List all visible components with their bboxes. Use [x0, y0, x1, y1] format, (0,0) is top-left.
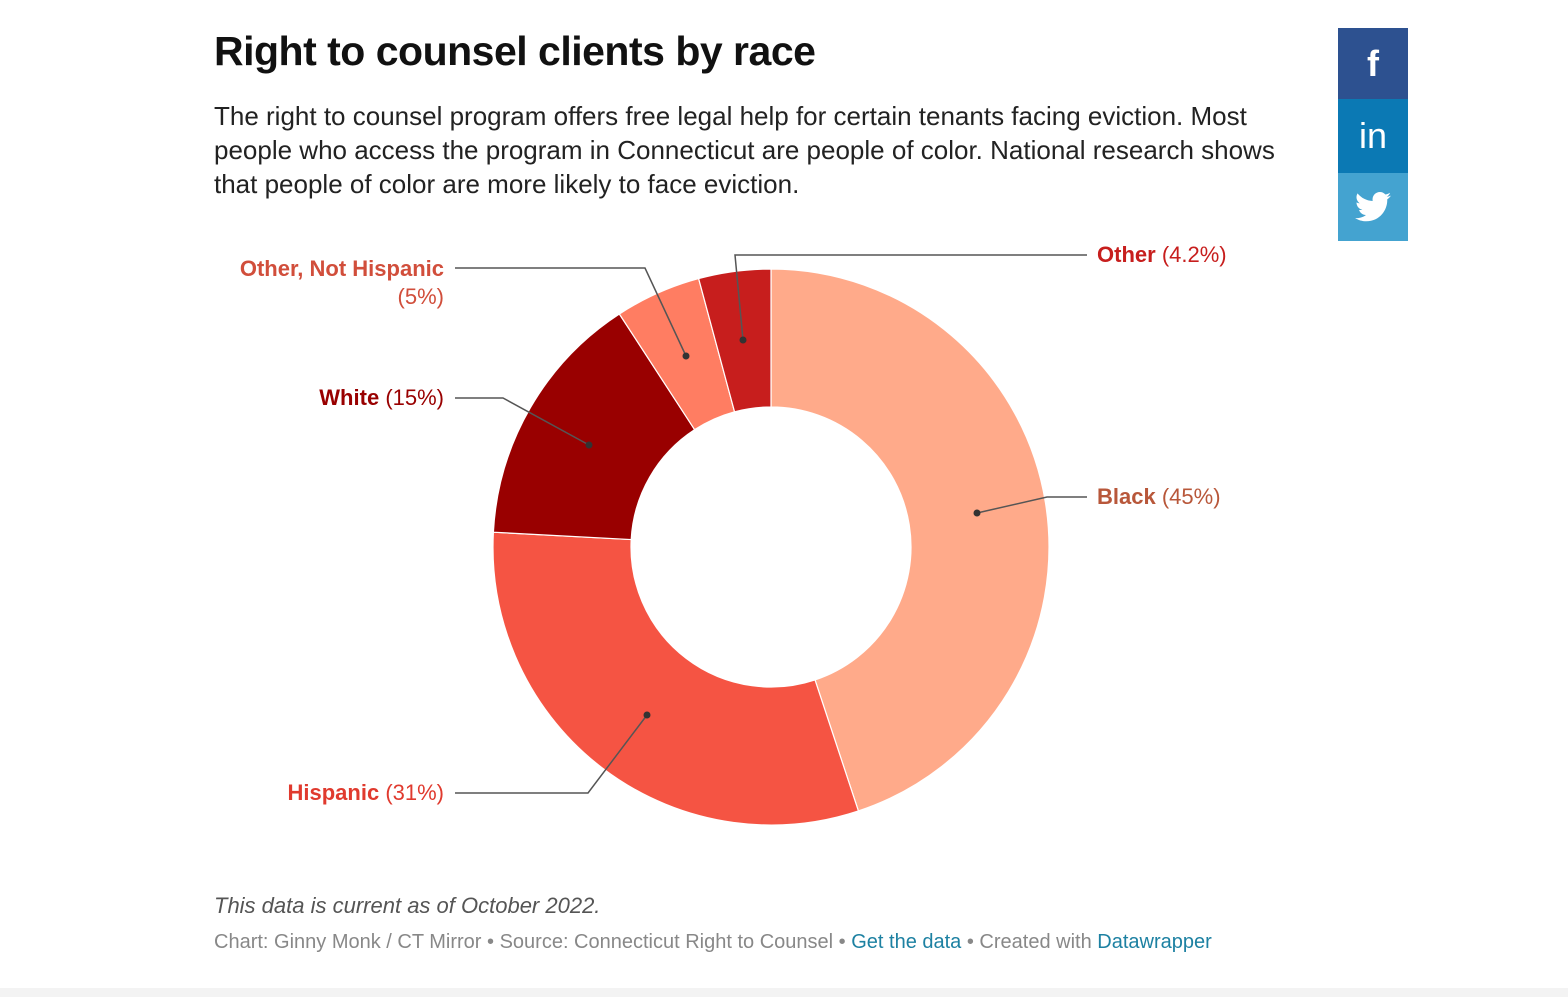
label-hispanic: Hispanic (31%)	[287, 780, 444, 805]
facebook-icon: f	[1367, 42, 1379, 84]
footer-separator: • Created with	[961, 931, 1098, 953]
data-note: This data is current as of October 2022.	[214, 893, 601, 918]
leader-dot-white	[585, 441, 593, 449]
social-share: f in	[1338, 28, 1408, 241]
leader-dot-other	[739, 336, 747, 344]
label-other-not-hispanic: Other, Not Hispanic (5%)	[239, 256, 444, 309]
chart-footer: Chart: Ginny Monk / CT Mirror • Source: …	[214, 931, 1212, 954]
slice-white	[492, 313, 696, 541]
datawrapper-link[interactable]: Datawrapper	[1097, 931, 1212, 953]
leader-line-other	[734, 254, 1087, 341]
twitter-bird-icon	[1355, 192, 1391, 222]
get-the-data-link[interactable]: Get the data	[851, 931, 962, 953]
label-other: Other (4.2%)	[1097, 242, 1227, 267]
leader-dot-other-not-hispanic	[682, 352, 690, 360]
slice-hispanic	[492, 531, 860, 826]
leader-line-hispanic	[455, 714, 648, 794]
leader-dot-hispanic	[643, 711, 651, 719]
leader-line-white	[455, 397, 590, 446]
twitter-share-button[interactable]	[1338, 173, 1408, 241]
slice-other	[697, 268, 772, 413]
leader-line-black	[976, 496, 1087, 514]
leader-line-other-not-hispanic	[455, 267, 687, 357]
leader-dot-black	[973, 509, 981, 517]
slice-black	[770, 268, 1050, 812]
label-black: Black (45%)	[1097, 484, 1221, 509]
chart-title: Right to counsel clients by race	[214, 28, 816, 74]
linkedin-share-button[interactable]: in	[1338, 99, 1408, 173]
label-white: White (15%)	[319, 385, 444, 410]
chart-description: The right to counsel program offers free…	[214, 101, 1275, 199]
facebook-share-button[interactable]: f	[1338, 28, 1408, 99]
credit-text: Chart: Ginny Monk / CT Mirror • Source: …	[214, 931, 852, 953]
bottom-strip	[0, 988, 1568, 997]
linkedin-icon: in	[1358, 115, 1388, 156]
